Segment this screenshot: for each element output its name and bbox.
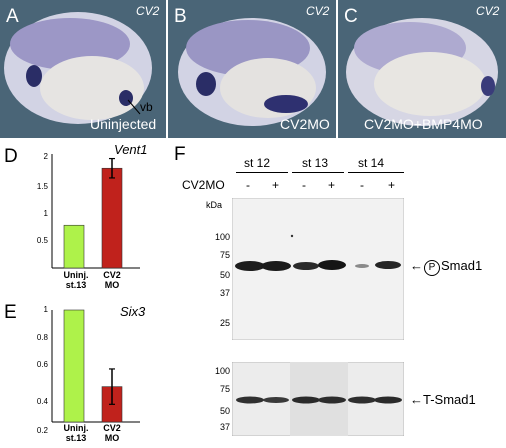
six3-bar-0: [63, 309, 85, 423]
vent1-bar-1: [101, 167, 123, 269]
arrow-icon: ←: [410, 258, 423, 273]
d-tick-2: 2: [43, 152, 48, 161]
e-cat-cv2mo: CV2 MO: [103, 423, 121, 443]
panel-d-letter: D: [4, 146, 18, 167]
panel-c-letter: C: [344, 6, 358, 27]
panel-c-caption: CV2MO+BMP4MO: [364, 116, 483, 132]
panel-d-gene: Vent1: [114, 142, 148, 157]
sign-5: -: [360, 178, 364, 192]
mw-top-25: 25: [219, 318, 230, 328]
d-tick-0.5: 0.5: [36, 236, 48, 245]
cv2mo-row-label: CV2MO: [182, 178, 225, 192]
panel-a-image: [0, 0, 166, 138]
e-tick-0.2: 0.2: [36, 426, 48, 435]
mw-bottom-75: 75: [219, 384, 230, 394]
panel-b-gene: CV2: [306, 4, 330, 18]
panel-c-gene: CV2: [476, 4, 500, 18]
stage-line-14: [348, 172, 404, 173]
mw-bottom-50: 50: [219, 406, 230, 416]
phospho-circle-icon: P: [424, 260, 440, 276]
panel-a-letter: A: [6, 6, 19, 27]
panel-b-caption: CV2MO: [280, 116, 330, 132]
total-smad1-label: ←T-Smad1: [410, 392, 476, 407]
panel-e-letter: E: [4, 302, 17, 323]
mw-bottom-100: 100: [214, 366, 230, 376]
mw-top-75: 75: [219, 250, 230, 260]
kda-label: kDa: [206, 200, 223, 210]
total-smad1-blot: [232, 362, 404, 436]
phospho-smad1-label: ← P Smad1: [410, 258, 482, 276]
e-tick-1: 1: [43, 305, 48, 314]
vent1-bar-0: [63, 224, 85, 269]
stage-line-12: [236, 172, 288, 173]
sign-4: +: [328, 178, 336, 192]
panel-c-image: [338, 0, 506, 138]
e-tick-0.6: 0.6: [36, 360, 48, 369]
e-tick-0.4: 0.4: [36, 397, 48, 406]
d-tick-1.5: 1.5: [36, 182, 48, 191]
d-cat-cv2mo: CV2 MO: [103, 270, 121, 290]
panel-a-caption: Uninjected: [90, 116, 157, 132]
d-tick-1: 1: [43, 209, 48, 218]
vent1-chart: [51, 154, 140, 269]
d-cat-uninj: Uninj. st.13: [63, 270, 89, 290]
panel-f-letter: F: [174, 144, 186, 165]
mw-bottom-37: 37: [219, 422, 230, 432]
phospho-smad1-blot: [232, 198, 404, 340]
panel-b-image: [168, 0, 336, 138]
mw-top-50: 50: [219, 270, 230, 280]
stage-st14: st 14: [358, 156, 385, 170]
stage-st12: st 12: [244, 156, 271, 170]
sign-2: +: [272, 178, 280, 192]
e-tick-0.8: 0.8: [36, 333, 48, 342]
panel-e-gene: Six3: [120, 304, 146, 319]
six3-chart: [51, 309, 140, 423]
sign-1: -: [246, 178, 250, 192]
panel-a-vb-label: vb: [140, 100, 153, 114]
panel-b-letter: B: [174, 6, 187, 27]
sign-3: -: [302, 178, 306, 192]
e-cat-uninj: Uninj. st.13: [63, 423, 89, 443]
stage-line-13: [292, 172, 344, 173]
panel-a-gene: CV2: [136, 4, 160, 18]
mw-top-37: 37: [219, 288, 230, 298]
sign-6: +: [388, 178, 396, 192]
mw-top-100: 100: [214, 232, 230, 242]
stage-st13: st 13: [302, 156, 329, 170]
arrow-icon: ←: [410, 392, 423, 407]
